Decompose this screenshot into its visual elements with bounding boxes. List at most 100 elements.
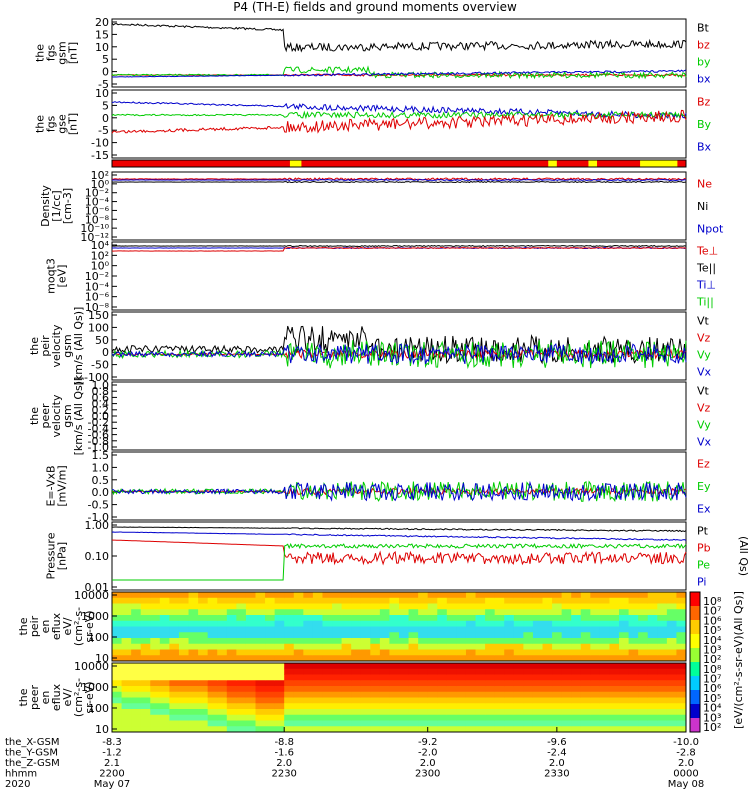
trace-ni	[111, 180, 687, 184]
spectrogram-cell	[379, 638, 390, 645]
spectrogram-cell	[121, 703, 132, 710]
spectrogram-cell	[312, 674, 323, 681]
y-axis-label: gse	[56, 114, 69, 134]
spectrogram-cell	[370, 686, 381, 693]
spectrogram-cell	[399, 620, 410, 627]
spectrogram-cell	[169, 638, 180, 645]
ephemeris-value: 2.0	[678, 758, 694, 769]
spectrogram-cell	[121, 663, 132, 670]
spectrogram-cell	[360, 720, 371, 727]
spectrogram-cell	[303, 720, 314, 727]
spectrogram-cell	[370, 632, 381, 639]
spectrogram-cell	[619, 674, 630, 681]
spectrogram-cell	[351, 592, 362, 599]
spectrogram-cell	[188, 609, 199, 616]
spectrogram-cell	[666, 632, 677, 639]
spectrogram-cell	[494, 686, 505, 693]
spectrogram-cell	[571, 691, 582, 698]
spectrogram-cell	[437, 638, 448, 645]
spectrogram-cell	[475, 649, 486, 656]
spectrogram-cell	[121, 649, 132, 656]
spectrogram-cell	[532, 655, 543, 662]
spectrogram-cell	[312, 609, 323, 616]
spectrogram-cell	[322, 697, 333, 704]
spectrogram-cell	[379, 626, 390, 633]
spectrogram-cell	[351, 643, 362, 650]
spectrogram-cell	[140, 597, 151, 604]
spectrogram-cell	[418, 668, 429, 675]
trace-bz	[111, 109, 687, 134]
spectrogram-cell	[465, 714, 477, 721]
y-tick-label: 0.2	[92, 404, 110, 417]
spectrogram-cell	[676, 686, 687, 693]
spectrogram-cell	[360, 643, 371, 650]
spectrogram-cell	[159, 668, 170, 675]
spectrogram-cell	[456, 626, 467, 633]
y-tick-label: 0.8	[92, 385, 110, 398]
spectrogram-cell	[379, 603, 390, 610]
spectrogram-cell	[389, 615, 400, 622]
colorbar-segment	[690, 690, 700, 705]
spectrogram-cell	[255, 649, 266, 656]
spectrogram-cell	[131, 686, 142, 693]
y-axis-label: [nT]	[67, 42, 80, 64]
panel-efield: 1.51.00.50.0-0.5-1.0	[88, 449, 687, 524]
spectrogram-cell	[532, 714, 543, 721]
spectrogram-cell	[580, 655, 591, 662]
spectrogram-cell	[198, 632, 209, 639]
spectrogram-cell	[571, 663, 582, 670]
y-axis-label: Pressure	[45, 532, 58, 579]
spectrogram-cell	[437, 620, 448, 627]
spectrogram-cell	[255, 597, 266, 604]
spectrogram-cell	[255, 609, 266, 616]
spectrogram-cell	[523, 709, 534, 716]
spectrogram-cell	[159, 620, 170, 627]
spectrogram-cell	[446, 709, 457, 716]
spectrogram-cell	[513, 626, 524, 633]
spectrogram-cell	[456, 603, 467, 610]
spectrogram-cell	[628, 663, 639, 670]
ephemeris-value: 2300	[415, 769, 440, 780]
spectrogram-cell	[399, 697, 410, 704]
spectrogram-cell	[226, 655, 237, 662]
spectrogram-cell	[112, 668, 123, 675]
spectrogram-cell	[341, 726, 352, 733]
spectrogram-cell	[676, 632, 687, 639]
spectrogram-cell	[236, 697, 247, 704]
spectrogram-cell	[159, 703, 170, 710]
ephemeris-value: May 07	[94, 779, 131, 790]
spectrogram-cell	[561, 615, 572, 622]
spectrogram-cell	[523, 655, 534, 662]
spectrogram-cell	[552, 643, 563, 650]
spectrogram-cell	[312, 649, 323, 656]
spectrogram-cell	[265, 632, 276, 639]
spectrogram-cell	[303, 655, 314, 662]
spectrogram-cell	[485, 686, 496, 693]
spectrogram-cell	[542, 686, 553, 693]
spectrogram-cell	[619, 680, 630, 687]
spectrogram-cell	[265, 592, 276, 599]
spectrogram-cell	[226, 680, 237, 687]
spectrogram-cell	[360, 649, 371, 656]
spectrogram-cell	[475, 726, 486, 733]
spectrogram-cell	[427, 686, 438, 693]
spectrogram-cell	[552, 691, 563, 698]
spectrogram-cell	[418, 720, 429, 727]
y-tick-label: 1.00	[85, 519, 110, 532]
ephemeris-value: 2200	[99, 769, 124, 780]
spectrogram-cell	[494, 638, 505, 645]
spectrogram-cell	[112, 674, 123, 681]
spectrogram-cell	[360, 609, 371, 616]
spectrogram-cell	[332, 643, 343, 650]
ephemeris-value: 2.0	[549, 758, 565, 769]
spectrogram-cell	[676, 720, 687, 727]
spectrogram-cell	[676, 680, 687, 687]
spectrogram-cell	[255, 703, 266, 710]
spectrogram-cell	[284, 592, 295, 599]
spectrogram-cell	[571, 674, 582, 681]
spectrogram-cell	[188, 649, 199, 656]
spectrogram-cell	[198, 597, 209, 604]
trace-vx	[111, 343, 687, 365]
spectrogram-cell	[121, 680, 132, 687]
spectrogram-cell	[628, 726, 639, 733]
